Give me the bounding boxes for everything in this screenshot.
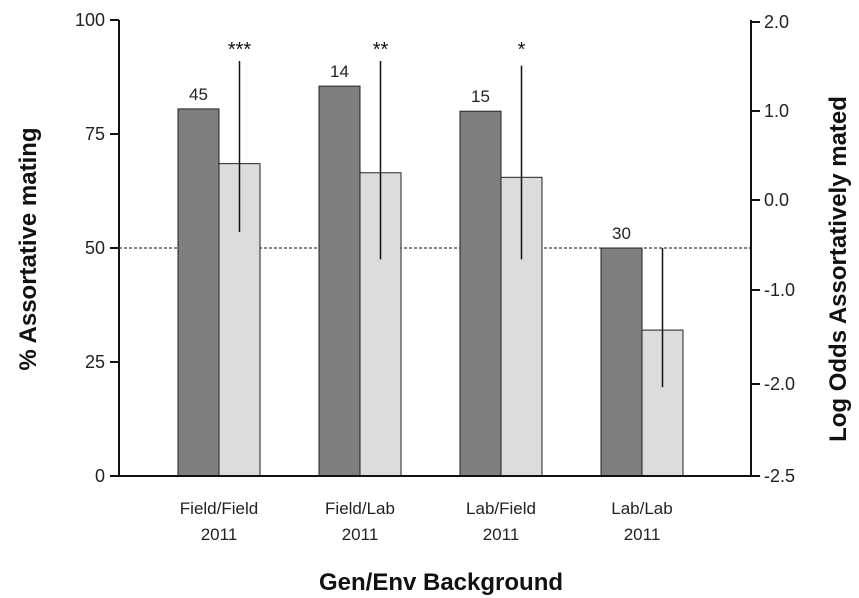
y2-tick-label-2: -1.0 xyxy=(764,280,795,300)
significance-label-1: *** xyxy=(228,39,252,61)
axes-layer xyxy=(110,19,760,477)
bar-series-1-2 xyxy=(318,85,361,477)
bar-series-1-3 xyxy=(459,110,502,477)
bars-layer xyxy=(177,85,684,477)
y2-tick-label-3: 0.0 xyxy=(764,190,789,210)
y2-tick-label-4: 1.0 xyxy=(764,101,789,121)
bar-series-1-1 xyxy=(177,108,220,477)
y2-tick-label-1: -2.0 xyxy=(764,374,795,394)
error-bars-layer xyxy=(238,61,664,388)
y-tick-label-25: 25 xyxy=(85,352,105,372)
x-tick-label-year-1: 2011 xyxy=(201,525,238,544)
y-tick-label-75: 75 xyxy=(85,124,105,144)
x-tick-label-2: Field/Lab xyxy=(325,499,395,518)
labels-layer: 45 *** Field/Field 2011 14 ** Field/Lab 2011 15 *… xyxy=(75,10,795,544)
x-tick-label-1: Field/Field xyxy=(180,499,258,518)
significance-label-2: ** xyxy=(373,39,389,61)
x-tick-label-year-3: 2011 xyxy=(483,525,520,544)
y2-tick-label-0: -2.5 xyxy=(764,466,795,486)
n-label-4: 30 xyxy=(612,224,631,243)
y-tick-label-50: 50 xyxy=(85,238,105,258)
x-tick-label-year-2: 2011 xyxy=(342,525,379,544)
y-tick-label-0: 0 xyxy=(95,466,105,486)
x-axis-title: Gen/Env Background xyxy=(319,569,563,596)
x-tick-label-4: Lab/Lab xyxy=(611,499,672,518)
n-label-1: 45 xyxy=(189,85,208,104)
bar-series-1-4 xyxy=(600,247,643,477)
y2-axis-title: Log Odds Assortatively mated xyxy=(825,96,852,442)
significance-label-3: * xyxy=(518,39,526,61)
n-label-3: 15 xyxy=(471,87,490,106)
y-axis-title: % Assortative mating xyxy=(15,127,42,370)
x-tick-label-3: Lab/Field xyxy=(466,499,536,518)
n-label-2: 14 xyxy=(330,62,349,81)
y2-tick-label-5: 2.0 xyxy=(764,12,789,32)
x-tick-label-year-4: 2011 xyxy=(624,525,661,544)
y-tick-label-100: 100 xyxy=(75,10,105,30)
